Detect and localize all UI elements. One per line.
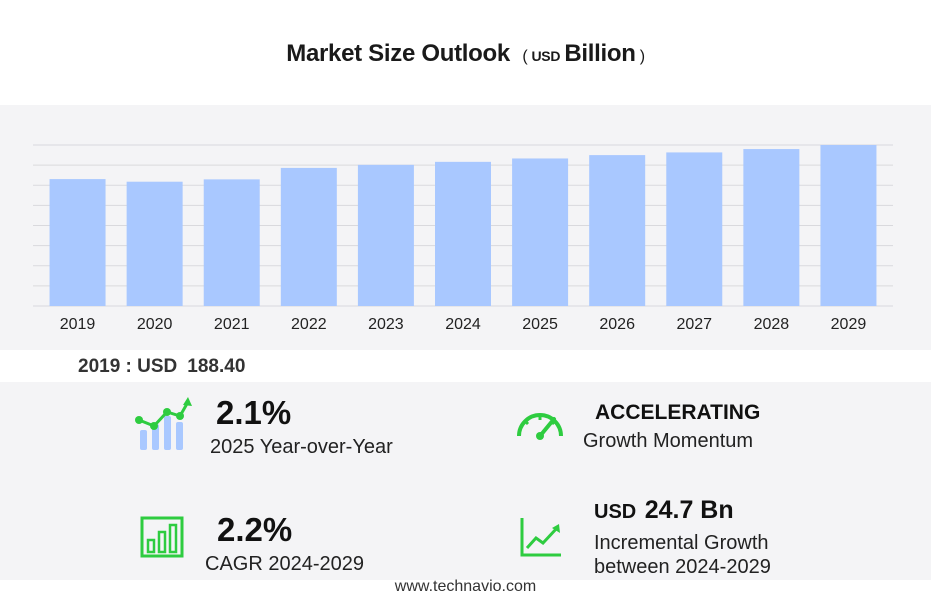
- footer-url: www.technavio.com: [394, 578, 537, 595]
- x-tick-label: 2026: [599, 316, 635, 333]
- stat-cagr-value: 2.2%: [217, 511, 293, 548]
- x-tick-label: 2020: [137, 316, 173, 333]
- unit-close: ): [639, 48, 645, 65]
- chart-title: Market Size Outlook ( USD Billion ): [0, 40, 931, 68]
- stat-cagr: 2.2% CAGR 2024-2029: [205, 513, 364, 576]
- x-tick-label: 2025: [522, 316, 558, 333]
- stat-incremental-currency: USD: [594, 501, 637, 523]
- bar-2022: [280, 167, 337, 306]
- x-tick-label: 2023: [368, 316, 404, 333]
- unit-currency: USD: [531, 48, 561, 64]
- base-year-value: 2019 : USD 188.40: [78, 356, 245, 378]
- bar-2024: [435, 161, 491, 306]
- chart-title-unit: ( USD Billion ): [522, 40, 645, 67]
- bar-2027: [666, 152, 723, 306]
- bar-chart-icon: [140, 516, 184, 558]
- stat-incremental-label-2: between 2024-2029: [594, 556, 771, 578]
- x-tick-label: 2027: [676, 316, 712, 333]
- bar-2025: [512, 158, 569, 306]
- stat-cagr-label: CAGR 2024-2029: [205, 553, 364, 575]
- bar-2019: [49, 179, 106, 306]
- stat-yoy: 2.1% 2025 Year-over-Year: [210, 394, 393, 459]
- x-tick-label: 2021: [214, 316, 250, 333]
- bar-2023: [357, 164, 414, 306]
- bar-2026: [589, 155, 646, 306]
- stat-incremental: USD 24.7 Bn Incremental Growth between 2…: [594, 496, 771, 579]
- stat-incremental-amount: USD 24.7 Bn: [594, 496, 771, 525]
- trend-line-icon: [520, 518, 561, 557]
- bar-2029: [820, 145, 877, 306]
- stat-yoy-value: 2.1%: [216, 394, 292, 431]
- x-tick-label: 2029: [831, 316, 867, 333]
- speedometer-icon: [517, 413, 563, 440]
- x-tick-label: 2022: [291, 316, 327, 333]
- bar-2021: [203, 179, 260, 306]
- stat-momentum: ACCELERATING Growth Momentum: [583, 401, 760, 453]
- x-tick-label: 2028: [754, 316, 790, 333]
- stat-incremental-label-1: Incremental Growth: [594, 532, 769, 554]
- stat-momentum-value: ACCELERATING: [595, 401, 761, 424]
- base-year-label: 2019 : USD: [78, 356, 178, 377]
- stat-momentum-label: Growth Momentum: [583, 430, 754, 452]
- x-tick-label: 2024: [445, 316, 481, 333]
- unit-scale: Billion: [564, 40, 636, 67]
- growth-chart-icon: [135, 397, 192, 450]
- bar-2020: [126, 181, 183, 306]
- stat-yoy-label: 2025 Year-over-Year: [210, 436, 393, 458]
- bar-2028: [743, 149, 800, 306]
- bar-chart: 2019 2020 2021 2022 2023 2024 2025 2026 2027 2028…: [33, 144, 893, 333]
- stat-incremental-value: 24.7 Bn: [644, 496, 734, 524]
- unit-open: (: [522, 48, 528, 65]
- chart-title-main: Market Size Outlook: [286, 40, 510, 67]
- base-year-amount: 188.40: [187, 356, 246, 377]
- x-tick-label: 2019: [60, 316, 96, 333]
